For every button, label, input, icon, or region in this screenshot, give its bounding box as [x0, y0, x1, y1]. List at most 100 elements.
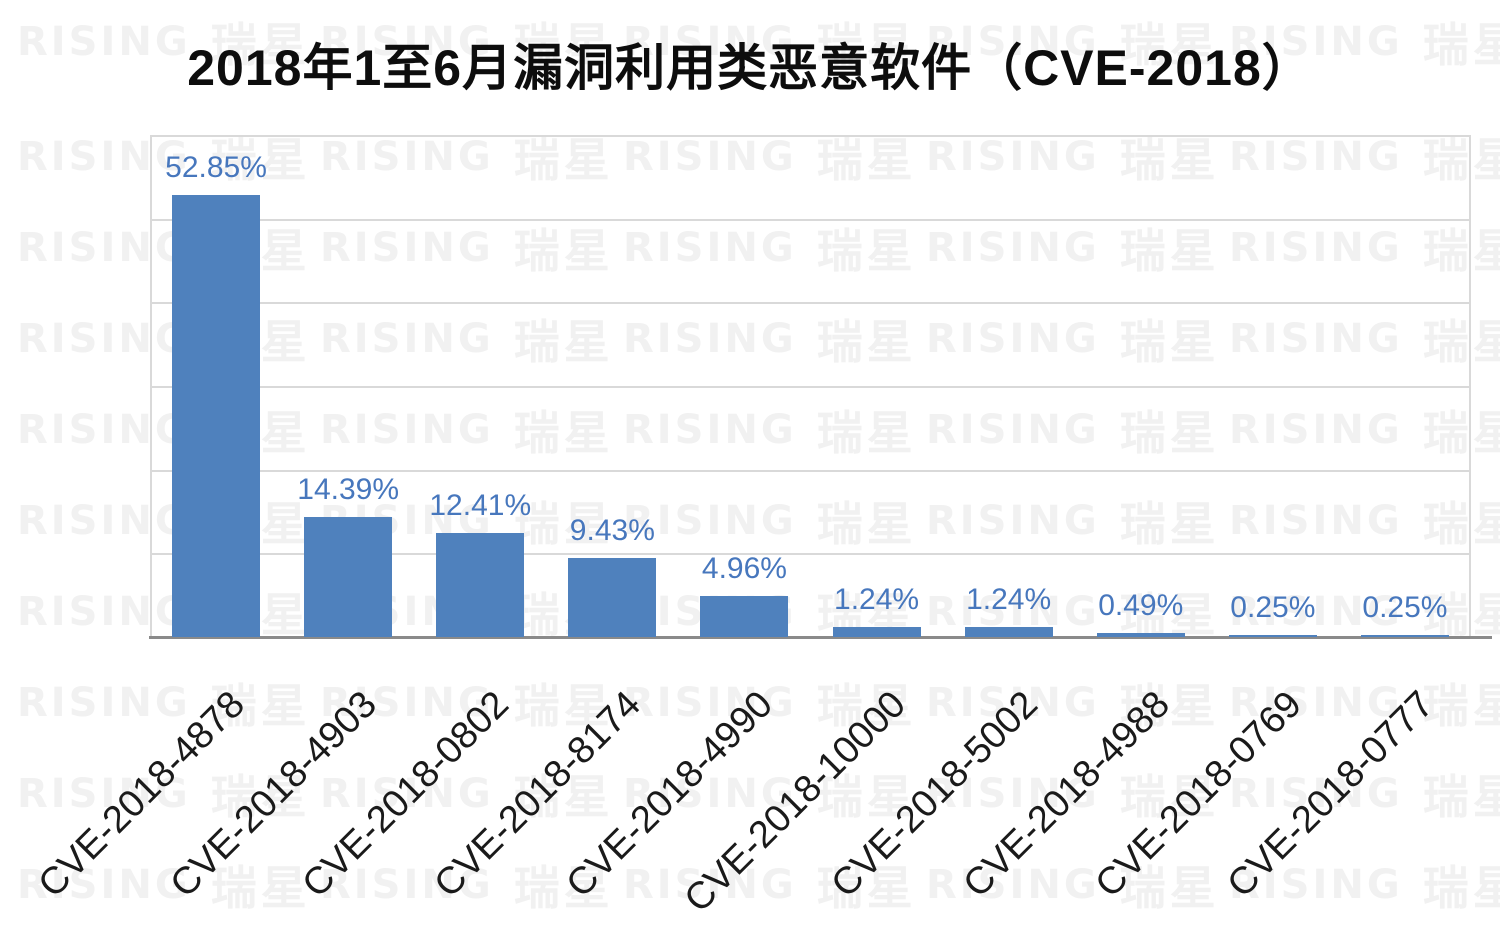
watermark-brand-text: RISING: [623, 407, 797, 453]
watermark-cjk-text: 瑞星: [1422, 589, 1500, 641]
bar-CVE-2018-0769: [1228, 634, 1317, 637]
watermark-cjk-text: 瑞星: [513, 680, 614, 732]
watermark-brand-text: RISING: [320, 862, 494, 908]
watermark-cjk-text: 瑞星: [513, 862, 614, 914]
watermark-cjk-text: 瑞星: [1422, 134, 1500, 186]
watermark-brand-text: RISING: [320, 771, 494, 817]
watermark-brand-text: RISING: [1229, 134, 1403, 180]
watermark-cjk-text: 瑞星: [816, 134, 917, 186]
gridline: [150, 553, 1471, 556]
watermark-brand-text: RISING: [1229, 316, 1403, 362]
watermark-cjk-text: 瑞星: [816, 407, 917, 459]
watermark-cjk-text: 瑞星: [1422, 19, 1500, 71]
watermark-brand-text: RISING: [17, 134, 191, 180]
watermark-cjk-text: 瑞星: [1119, 407, 1220, 459]
watermark-tile: RISING 瑞星: [320, 397, 614, 463]
watermark-brand-text: RISING: [623, 134, 797, 180]
watermark-brand-text: RISING: [623, 680, 797, 726]
watermark-cjk-text: 瑞星: [816, 862, 917, 914]
watermark-brand-text: RISING: [320, 316, 494, 362]
x-axis-line: [149, 636, 1492, 639]
watermark-cjk-text: 瑞星: [513, 407, 614, 459]
bar-CVE-2018-5002: [964, 626, 1053, 637]
watermark-tile: RISING 瑞星: [1229, 306, 1500, 372]
watermark-cjk-text: 瑞星: [210, 862, 311, 914]
watermark-cjk-text: 瑞星: [210, 680, 311, 732]
watermark-brand-text: RISING: [1229, 407, 1403, 453]
watermark-cjk-text: 瑞星: [816, 771, 917, 823]
bar-value-label: 9.43%: [569, 514, 655, 548]
watermark-cjk-text: 瑞星: [513, 225, 614, 277]
bar-CVE-2018-0802: [436, 533, 525, 637]
watermark-brand-text: RISING: [623, 19, 797, 65]
watermark-cjk-text: 瑞星: [1119, 589, 1220, 641]
watermark-brand-text: RISING: [926, 680, 1100, 726]
watermark-tile: RISING 瑞星: [1229, 852, 1500, 918]
bar-CVE-2018-4988: [1096, 632, 1185, 637]
bar-value-label: 0.25%: [1230, 590, 1316, 624]
bar-value-label: 14.39%: [297, 472, 400, 506]
watermark-brand-text: RISING: [17, 771, 191, 817]
bar-CVE-2018-10000: [832, 626, 921, 637]
watermark-brand-text: RISING: [320, 225, 494, 271]
watermark-brand-text: RISING: [17, 589, 191, 635]
watermark-brand-text: RISING: [926, 407, 1100, 453]
watermark-tile: RISING 瑞星: [926, 670, 1220, 736]
bar-CVE-2018-4878: [172, 194, 261, 637]
watermark-brand-text: RISING: [320, 407, 494, 453]
watermark-brand-text: RISING: [1229, 862, 1403, 908]
gridline: [150, 302, 1471, 305]
watermark-cjk-text: 瑞星: [1119, 316, 1220, 368]
watermark-brand-text: RISING: [17, 407, 191, 453]
watermark-cjk-text: 瑞星: [1119, 498, 1220, 550]
watermark-brand-text: RISING: [926, 316, 1100, 362]
watermark-cjk-text: 瑞星: [513, 134, 614, 186]
watermark-cjk-text: 瑞星: [1422, 316, 1500, 368]
bar-CVE-2018-4990: [700, 595, 789, 637]
watermark-cjk-text: 瑞星: [1119, 680, 1220, 732]
bar-value-label: 1.24%: [966, 582, 1052, 616]
watermark-brand-text: RISING: [1229, 771, 1403, 817]
bar-value-label: 1.24%: [834, 582, 920, 616]
watermark-cjk-text: 瑞星: [513, 771, 614, 823]
watermark-cjk-text: 瑞星: [1422, 771, 1500, 823]
bar-CVE-2018-8174: [568, 558, 657, 637]
watermark-brand-text: RISING: [926, 771, 1100, 817]
watermark-brand-text: RISING: [17, 316, 191, 362]
watermark-cjk-text: 瑞星: [513, 316, 614, 368]
watermark-tile: RISING 瑞星: [1229, 124, 1500, 190]
watermark-brand-text: RISING: [623, 316, 797, 362]
watermark-tile: RISING 瑞星: [623, 9, 917, 75]
watermark-tile: RISING 瑞星: [1229, 9, 1500, 75]
watermark-brand-text: RISING: [926, 862, 1100, 908]
watermark-cjk-text: 瑞星: [1422, 498, 1500, 550]
watermark-brand-text: RISING: [17, 498, 191, 544]
watermark-tile: RISING 瑞星: [320, 852, 614, 918]
watermark-cjk-text: 瑞星: [1119, 862, 1220, 914]
watermark-tile: RISING 瑞星: [926, 852, 1220, 918]
watermark-brand-text: RISING: [926, 225, 1100, 271]
watermark-brand-text: RISING: [17, 680, 191, 726]
watermark-cjk-text: 瑞星: [1422, 862, 1500, 914]
watermark-brand-text: RISING: [320, 19, 494, 65]
watermark-cjk-text: 瑞星: [513, 19, 614, 71]
watermark-cjk-text: 瑞星: [816, 19, 917, 71]
watermark-brand-text: RISING: [1229, 19, 1403, 65]
bar-CVE-2018-4903: [304, 516, 393, 637]
watermark-tile: RISING 瑞星: [320, 761, 614, 827]
